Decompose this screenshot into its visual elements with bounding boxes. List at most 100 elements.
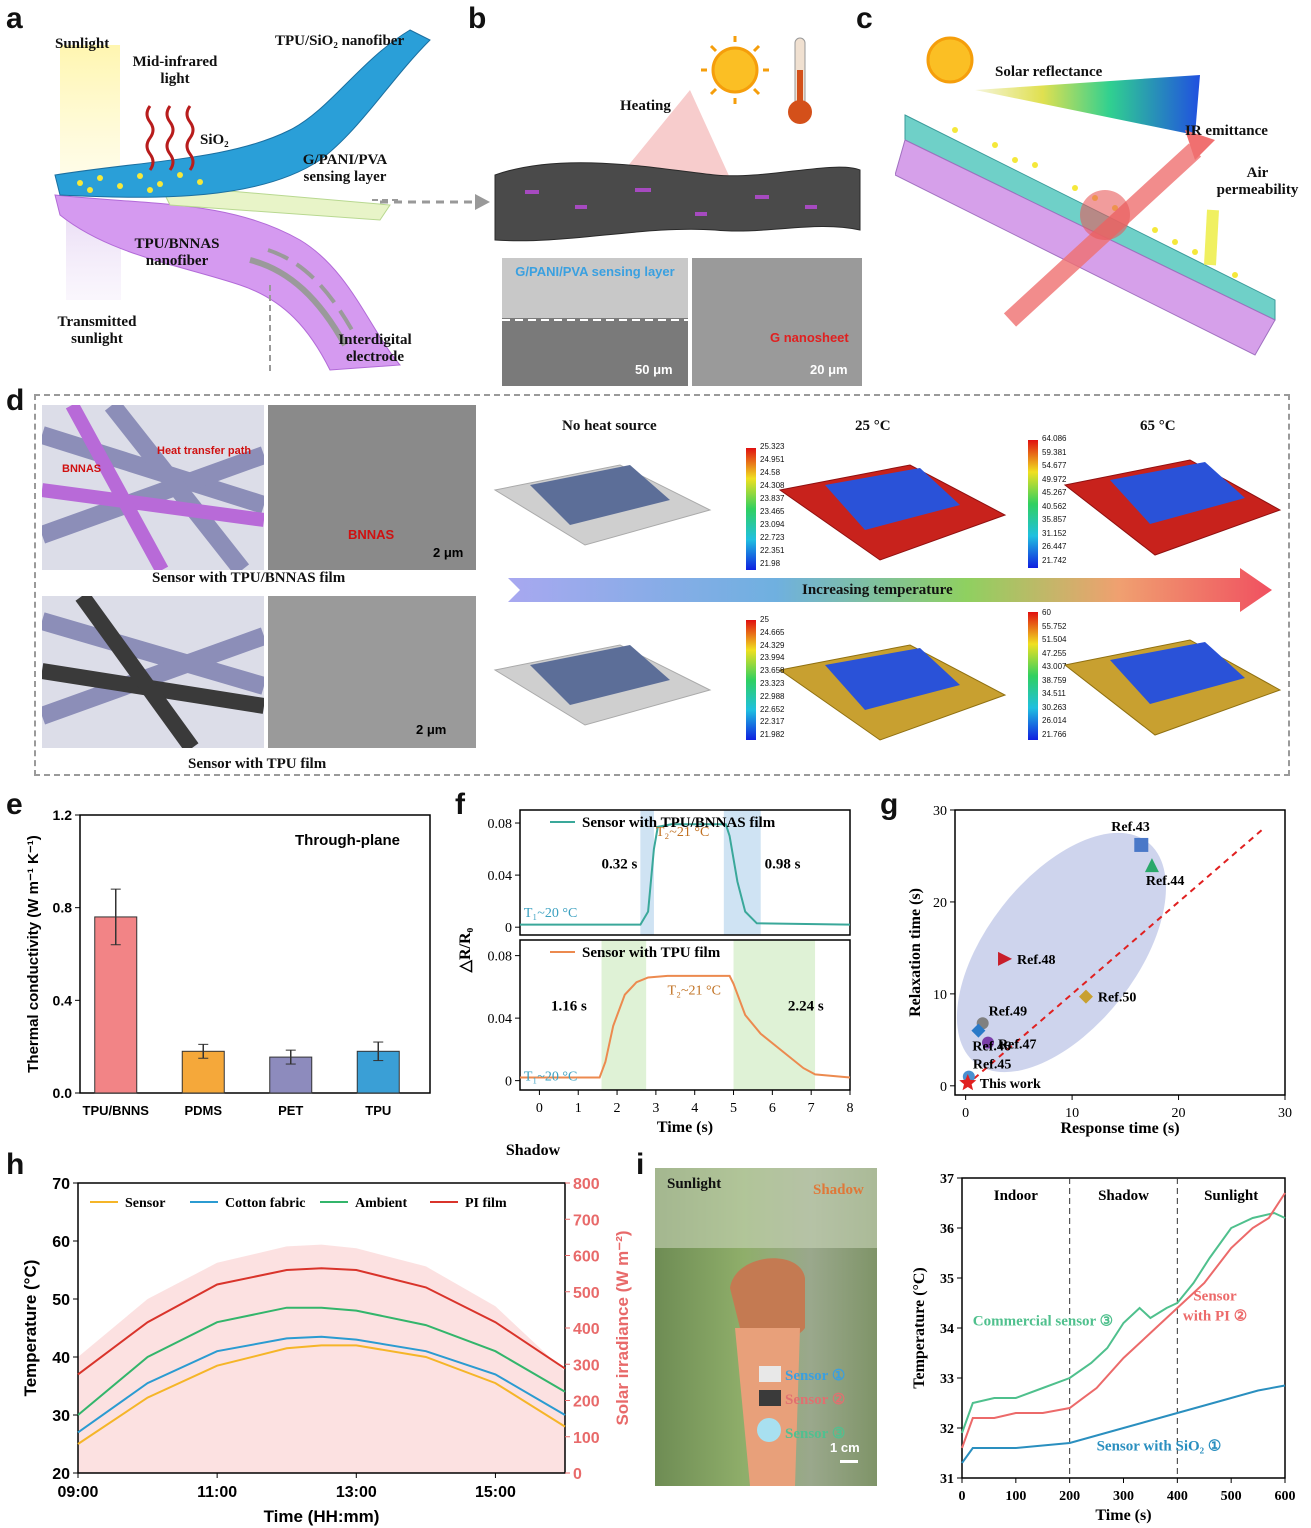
x-axis-label: Time (s) bbox=[657, 1119, 713, 1136]
plot-frame bbox=[519, 809, 851, 936]
legend-top-25-value: 23.094 bbox=[760, 520, 785, 529]
label-ir-emittance: IR emittance bbox=[1185, 123, 1268, 139]
header-25c: 25 °C bbox=[855, 418, 891, 434]
transition-shade bbox=[640, 810, 654, 935]
annotation: 2.24 s bbox=[788, 998, 824, 1014]
legend-label: Sensor with TPU/BNNAS film bbox=[582, 815, 776, 831]
point-label: Ref.46 bbox=[972, 1040, 1011, 1055]
y-axis-label: Relaxation time (s) bbox=[907, 888, 924, 1017]
y-axis-label: Temperature (°C) bbox=[911, 1267, 928, 1388]
legend-top-25-value: 22.723 bbox=[760, 533, 785, 542]
x-axis-label: Time (s) bbox=[1095, 1507, 1151, 1524]
x-tick-label: 6 bbox=[769, 1101, 776, 1116]
y-tick-label: 37 bbox=[940, 1172, 954, 1187]
panel-d-frame bbox=[34, 394, 1290, 776]
y-tick-label: 20 bbox=[52, 1466, 70, 1483]
x-tick-label: 1 bbox=[575, 1101, 582, 1116]
header-65c: 65 °C bbox=[1140, 418, 1176, 434]
tpu-sio2-layer bbox=[54, 29, 431, 198]
y-tick-label: 60 bbox=[52, 1234, 70, 1251]
x-tick-label: 15:00 bbox=[475, 1484, 516, 1501]
transition-shade bbox=[723, 810, 761, 935]
data-point bbox=[982, 1036, 994, 1049]
sun-icon bbox=[711, 46, 759, 94]
legend-bottom-25-value: 24.329 bbox=[760, 640, 785, 650]
panel-label-a: a bbox=[6, 2, 23, 35]
point-label: Ref.47 bbox=[998, 1038, 1037, 1053]
solar-reflectance-beam bbox=[975, 75, 1200, 135]
legend-bottom-65-value: 43.007 bbox=[1042, 662, 1067, 671]
y2-tick-label: 700 bbox=[573, 1212, 600, 1229]
y-tick-label: 30 bbox=[52, 1408, 70, 1425]
label-transmitted-sunlight: Transmitted sunlight bbox=[57, 314, 137, 347]
annotation: T₁~20 °C bbox=[524, 906, 577, 921]
label-interdigital-electrode: Interdigital electrode bbox=[338, 332, 412, 365]
x-axis-label: Response time (s) bbox=[1060, 1120, 1179, 1137]
highlight-ellipse bbox=[956, 832, 1166, 1073]
series-line bbox=[77, 1344, 566, 1445]
x-tick-label: 300 bbox=[1113, 1489, 1134, 1504]
header-no-heat: No heat source bbox=[562, 418, 657, 434]
sunlight-beam bbox=[60, 45, 120, 190]
label-g-nanosheet: G nanosheet bbox=[770, 330, 849, 345]
x-tick-label: 400 bbox=[1167, 1489, 1188, 1504]
annotation: T₂~21 °C bbox=[656, 825, 709, 840]
irradiance-area bbox=[78, 1244, 565, 1473]
x-tick-label: 2 bbox=[614, 1101, 621, 1116]
label-heat-transfer-path: Heat transfer path bbox=[157, 445, 252, 457]
chart-f-response: 0 0.04 0.08 Sensor with TPU/BNNAS film 0.32 … bbox=[457, 809, 854, 1136]
legend-bottom-65-value: 55.752 bbox=[1042, 621, 1067, 631]
data-point bbox=[1134, 837, 1149, 852]
caption-tpu-film: Sensor with TPU film bbox=[188, 756, 327, 772]
panel-label-e: e bbox=[6, 788, 23, 821]
transition-shade bbox=[733, 940, 816, 1090]
x-tick-label: 13:00 bbox=[336, 1484, 377, 1501]
series-label: Sensor with SiO₂ ① bbox=[1097, 1439, 1222, 1455]
y-axis-label: △R/R₀ bbox=[457, 927, 474, 973]
y-tick-label: 35 bbox=[940, 1272, 954, 1287]
legend-top-65-value: 35.857 bbox=[1042, 515, 1067, 524]
y-tick-label: 0.8 bbox=[53, 900, 73, 916]
series-line bbox=[961, 1192, 1286, 1449]
legend-top-65-value: 49.972 bbox=[1042, 474, 1067, 484]
legend-label: Ambient bbox=[355, 1196, 407, 1211]
series-label: Sensor bbox=[1193, 1289, 1237, 1305]
plot-frame bbox=[519, 939, 851, 1091]
panel-label-g: g bbox=[880, 788, 899, 821]
label-heating: Heating bbox=[620, 98, 671, 114]
legend-label: Sensor with TPU film bbox=[582, 945, 721, 961]
y-axis-label: Thermal conductivity (W m⁻¹ K⁻¹) bbox=[25, 835, 42, 1073]
label-sunlight: Sunlight bbox=[55, 36, 110, 52]
label-bnnas-sem: BNNAS bbox=[348, 527, 395, 542]
point-label: Ref.48 bbox=[1017, 953, 1056, 968]
label-tpu-bnnas: TPU/BNNAS nanofiber bbox=[134, 236, 220, 269]
y2-tick-label: 200 bbox=[573, 1394, 600, 1411]
x-tick-label: 8 bbox=[847, 1101, 854, 1116]
x-tick-label: 20 bbox=[1172, 1106, 1186, 1121]
legend-bottom-25-value: 22.988 bbox=[760, 691, 785, 701]
x-tick-label: 3 bbox=[652, 1101, 659, 1116]
legend-bottom-25-value: 23.323 bbox=[760, 678, 785, 688]
annotation: 1.16 s bbox=[551, 998, 587, 1014]
caption-bnnas-film: Sensor with TPU/BNNAS film bbox=[152, 570, 346, 586]
legend-top-25-value: 23.837 bbox=[760, 494, 785, 503]
x-tick-label: TPU/BNNS bbox=[83, 1103, 150, 1118]
y-tick-label: 34 bbox=[940, 1322, 954, 1337]
x-tick-label: 5 bbox=[730, 1101, 737, 1116]
series-label: Commercial sensor ③ bbox=[973, 1314, 1113, 1330]
label-sensor-1: Sensor ① bbox=[785, 1368, 846, 1384]
y-tick-label: 30 bbox=[933, 804, 947, 819]
annotation: T₂~21 °C bbox=[668, 984, 721, 999]
legend-top-25-value: 23.465 bbox=[760, 507, 785, 516]
fabric-layer bbox=[494, 162, 861, 242]
legend-bottom-25-value: 25 bbox=[760, 615, 769, 624]
label-increasing-temperature: Increasing temperature bbox=[802, 582, 953, 598]
label-photo-sunlight: Sunlight bbox=[667, 1176, 722, 1192]
wrist-illustration bbox=[655, 1168, 877, 1486]
legend-bottom-25-value: 22.652 bbox=[760, 704, 785, 714]
legend-bottom-65-value: 51.504 bbox=[1042, 635, 1067, 644]
legend-top-65: 64.086 59.381 54.677 49.972 45.267 40.562 35.8… bbox=[1042, 432, 1066, 567]
label-sensor-3: Sensor ③ bbox=[785, 1426, 846, 1442]
y2-tick-label: 100 bbox=[573, 1430, 600, 1447]
region-label: Sunlight bbox=[1204, 1188, 1258, 1204]
